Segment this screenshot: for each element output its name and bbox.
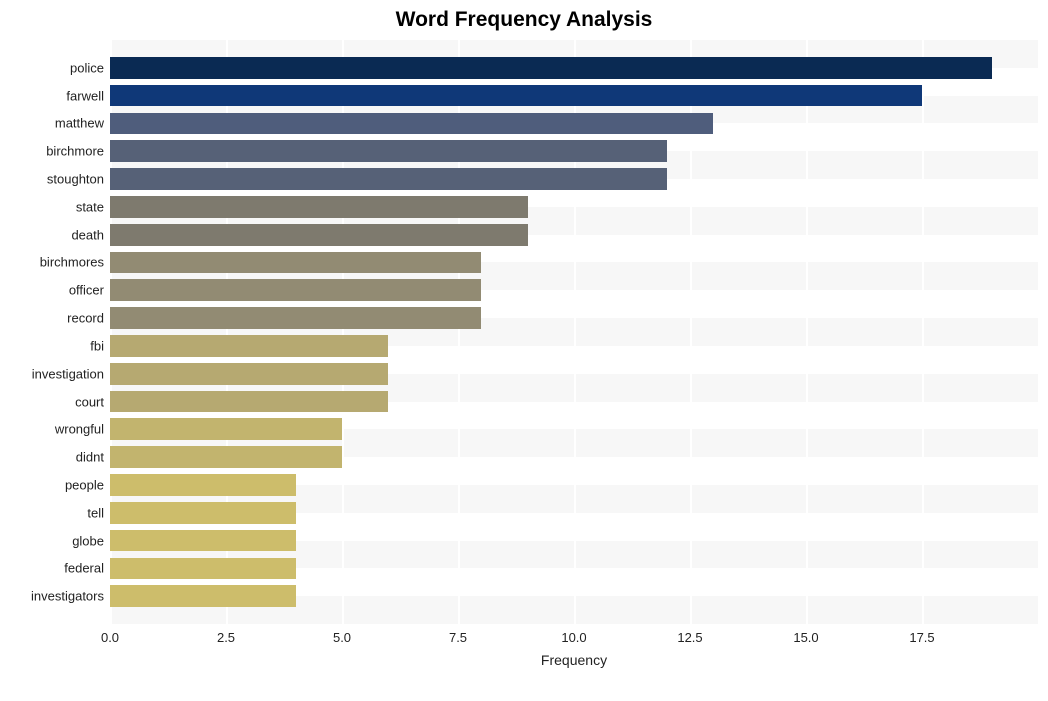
y-tick-label: investigation	[32, 366, 110, 381]
x-tick-label: 5.0	[333, 624, 351, 645]
y-tick-label: state	[76, 199, 110, 214]
bar	[110, 57, 992, 79]
bar-row	[110, 585, 296, 607]
y-tick-label: federal	[64, 561, 110, 576]
x-tick-label: 7.5	[449, 624, 467, 645]
bar-row	[110, 196, 528, 218]
bar	[110, 418, 342, 440]
x-tick-label: 12.5	[677, 624, 702, 645]
bar-row	[110, 140, 667, 162]
bar	[110, 307, 481, 329]
y-tick-label: tell	[87, 505, 110, 520]
y-tick-label: farwell	[66, 88, 110, 103]
y-tick-label: investigators	[31, 589, 110, 604]
bar-row	[110, 168, 667, 190]
y-tick-label: globe	[72, 533, 110, 548]
bar-row	[110, 57, 992, 79]
bar	[110, 140, 667, 162]
bar	[110, 363, 388, 385]
bar	[110, 585, 296, 607]
x-tick-label: 0.0	[101, 624, 119, 645]
y-tick-label: stoughton	[47, 172, 110, 187]
y-tick-label: matthew	[55, 116, 110, 131]
y-tick-label: officer	[69, 283, 110, 298]
bar-row	[110, 335, 388, 357]
y-tick-label: death	[71, 227, 110, 242]
y-tick-label: record	[67, 311, 110, 326]
bar	[110, 474, 296, 496]
bar	[110, 196, 528, 218]
y-tick-label: people	[65, 477, 110, 492]
y-tick-label: court	[75, 394, 110, 409]
bar-row	[110, 502, 296, 524]
bar	[110, 252, 481, 274]
y-tick-label: birchmores	[40, 255, 110, 270]
bar-row	[110, 279, 481, 301]
x-tick-label: 17.5	[909, 624, 934, 645]
bar-row	[110, 307, 481, 329]
bar-row	[110, 224, 528, 246]
bar	[110, 502, 296, 524]
gridline	[1038, 40, 1040, 624]
y-tick-label: birchmore	[46, 144, 110, 159]
y-tick-label: fbi	[90, 338, 110, 353]
bar	[110, 558, 296, 580]
bar	[110, 446, 342, 468]
bar	[110, 168, 667, 190]
chart-title: Word Frequency Analysis	[0, 8, 1048, 32]
y-tick-label: wrongful	[55, 422, 110, 437]
x-tick-label: 2.5	[217, 624, 235, 645]
bar	[110, 530, 296, 552]
bar	[110, 85, 922, 107]
bar	[110, 113, 713, 135]
bar-row	[110, 391, 388, 413]
bar	[110, 391, 388, 413]
bar	[110, 279, 481, 301]
y-tick-label: police	[70, 60, 110, 75]
bar-row	[110, 474, 296, 496]
gridline	[806, 40, 808, 624]
plot-area: Frequency 0.02.55.07.510.012.515.017.5po…	[110, 40, 1038, 624]
bar	[110, 335, 388, 357]
word-frequency-chart: Word Frequency Analysis Frequency 0.02.5…	[0, 0, 1048, 701]
x-tick-label: 15.0	[793, 624, 818, 645]
gridline	[922, 40, 924, 624]
x-tick-label: 10.0	[561, 624, 586, 645]
bar-row	[110, 363, 388, 385]
bar-row	[110, 252, 481, 274]
bar-row	[110, 558, 296, 580]
bar-row	[110, 85, 922, 107]
bar-row	[110, 418, 342, 440]
bar-row	[110, 530, 296, 552]
bar	[110, 224, 528, 246]
bar-row	[110, 113, 713, 135]
x-axis-title: Frequency	[541, 652, 607, 668]
bar-row	[110, 446, 342, 468]
y-tick-label: didnt	[76, 450, 110, 465]
